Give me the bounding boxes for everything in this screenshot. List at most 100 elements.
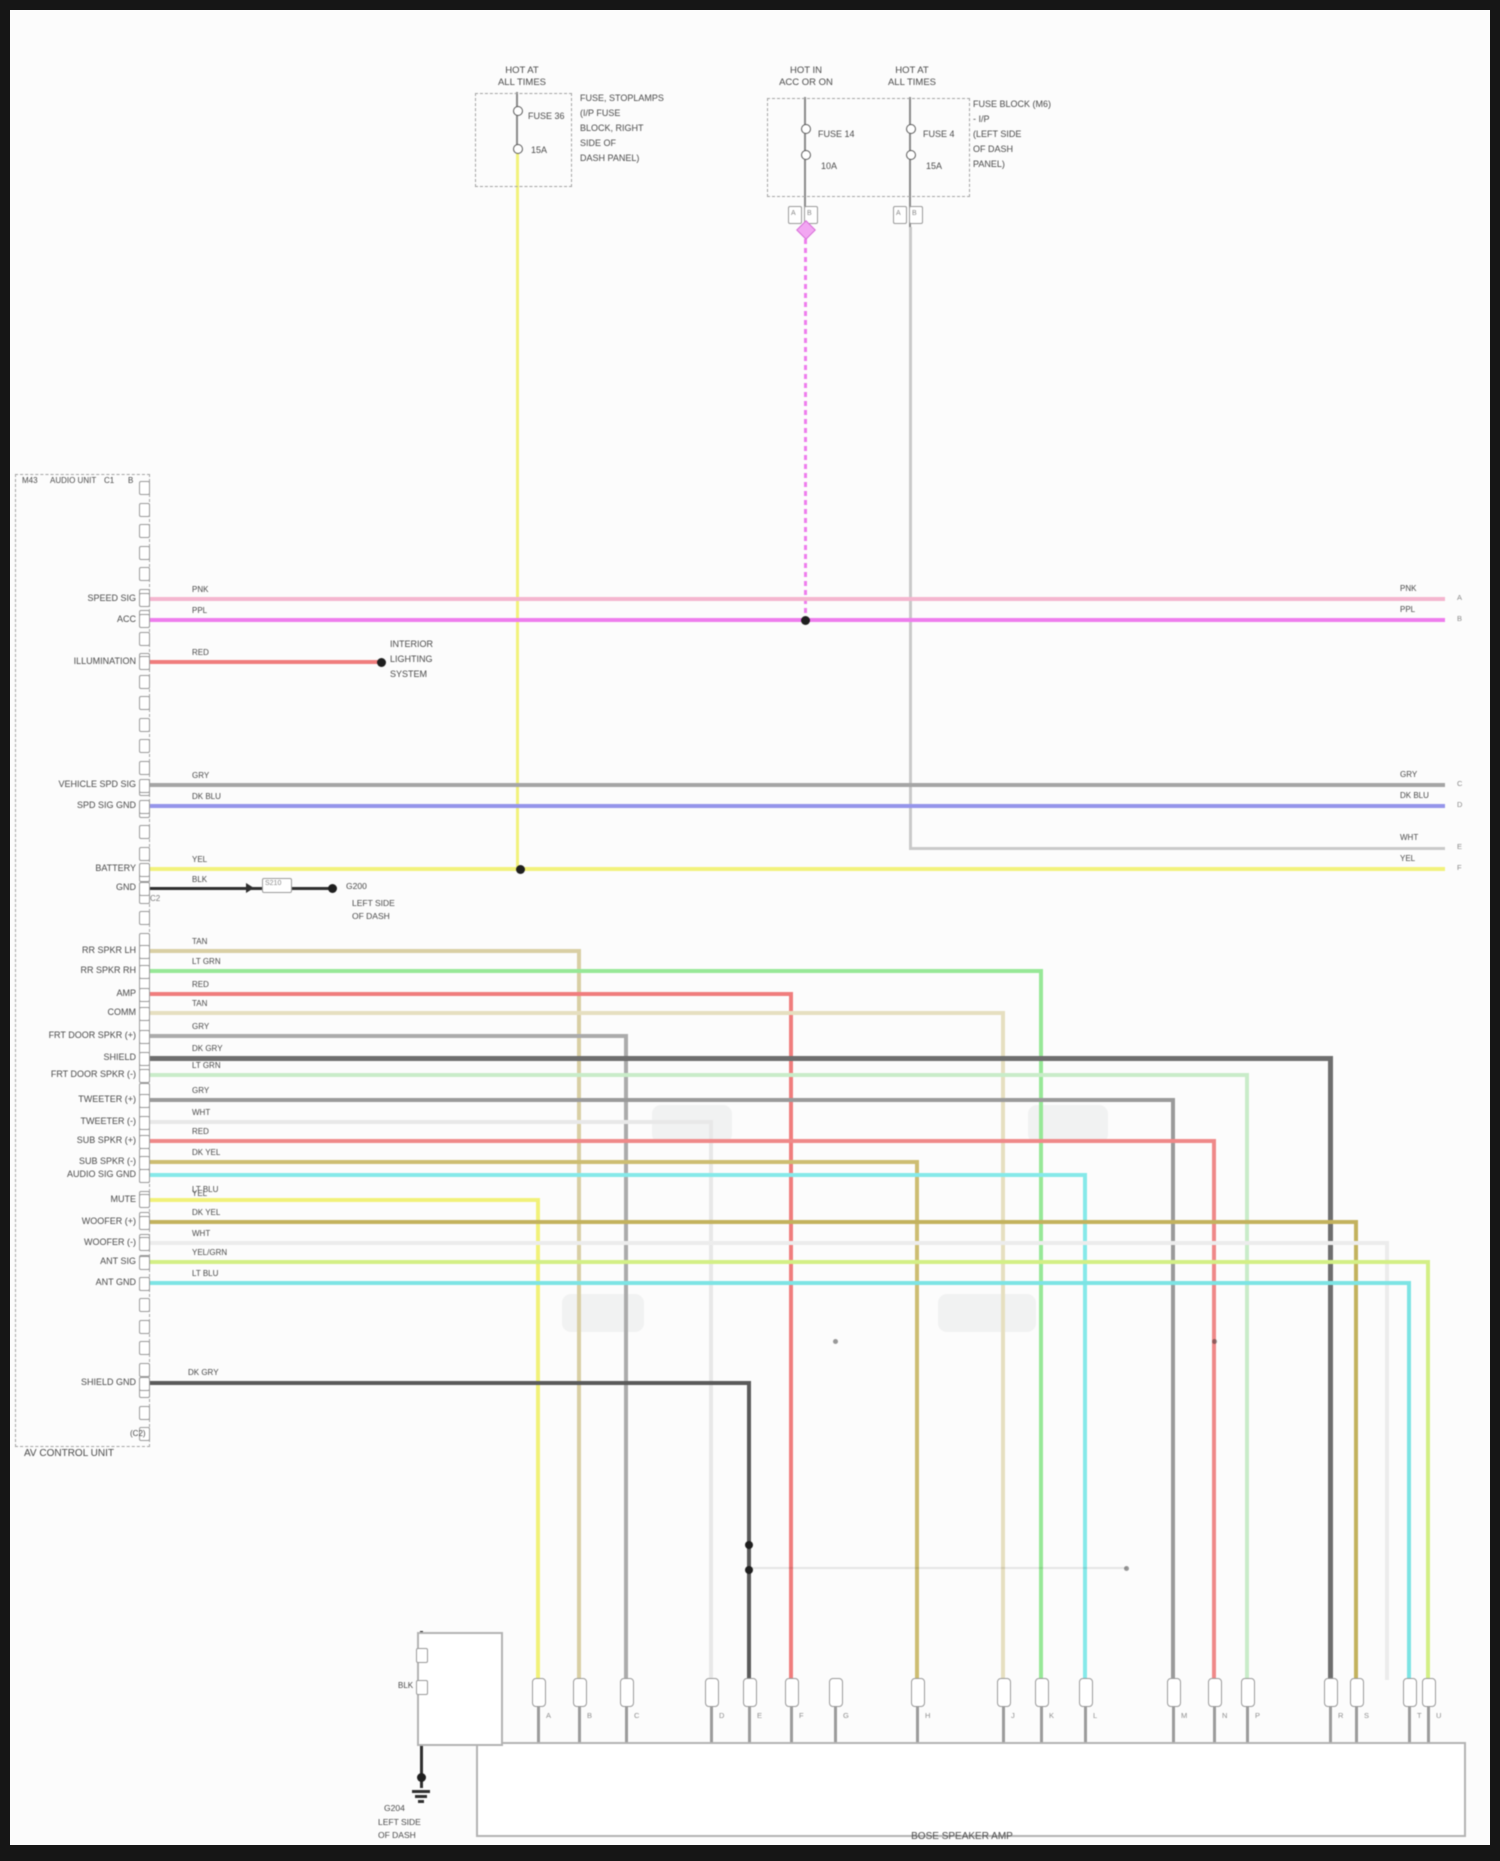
fuse-14 bbox=[804, 127, 806, 155]
head-unit-wire-pin bbox=[139, 1169, 150, 1183]
pin-label: WOOFER (-) bbox=[84, 1237, 136, 1247]
fusebox3-header: HOT AT bbox=[895, 65, 929, 76]
amp-pin-letter: D bbox=[719, 1711, 725, 1720]
wire-code-end: GRY bbox=[1400, 770, 1418, 779]
wire-code: RED bbox=[192, 648, 209, 657]
amp-pin-link bbox=[1083, 1703, 1087, 1744]
head-unit-wire-pin bbox=[139, 1277, 150, 1291]
head-unit-id: B bbox=[128, 476, 134, 485]
pin-label: TWEETER (+) bbox=[78, 1094, 136, 1104]
amp-pin-letter: F bbox=[799, 1711, 804, 1720]
wire-yellow-2 bbox=[146, 1198, 540, 1202]
wire-tan-1 bbox=[577, 949, 581, 1680]
page-ref: F bbox=[1457, 863, 1462, 872]
pin-label: RR SPKR LH bbox=[81, 945, 136, 955]
page-ref: A bbox=[1457, 593, 1463, 602]
ground-symbol-icon bbox=[415, 1795, 427, 1798]
amp-pin-letter: N bbox=[1222, 1711, 1228, 1720]
wire-tan-1 bbox=[146, 949, 581, 953]
bleed-through-ghost bbox=[562, 1294, 644, 1332]
pin-label: AMP bbox=[116, 988, 136, 998]
amp-pin-link bbox=[833, 1703, 837, 1744]
fusebox2-note: PANEL) bbox=[973, 159, 1005, 169]
wire-olive-1 bbox=[915, 1160, 919, 1680]
fusebox1-header: ALL TIMES bbox=[497, 77, 547, 88]
amp-pin bbox=[785, 1678, 799, 1707]
connector-letter: A bbox=[896, 210, 901, 217]
wire-code: PNK bbox=[192, 585, 209, 594]
amp-pin-link bbox=[709, 1703, 713, 1744]
wire-code: LT GRN bbox=[192, 1061, 221, 1070]
junction-dot bbox=[376, 657, 386, 667]
pin-label: ANT GND bbox=[95, 1277, 136, 1287]
wire-white-2 bbox=[146, 1241, 1389, 1245]
wire-code: GRY bbox=[192, 1022, 210, 1031]
wire-code-end: DK BLU bbox=[1400, 791, 1429, 800]
amp-pin bbox=[743, 1678, 757, 1707]
amp-pin-link bbox=[789, 1703, 793, 1744]
wire-yellow-feed bbox=[515, 150, 519, 871]
wire-white-1 bbox=[709, 1120, 713, 1680]
amp-pin-letter: H bbox=[925, 1711, 931, 1720]
amp-pin-link bbox=[624, 1703, 628, 1744]
amp-pin-link bbox=[536, 1703, 540, 1744]
head-unit-wire-pin bbox=[139, 1237, 150, 1251]
connector-pin bbox=[416, 1648, 428, 1663]
amp-pin bbox=[1324, 1678, 1338, 1707]
head-unit-pin bbox=[139, 524, 150, 538]
head-unit-wire-pin bbox=[139, 1256, 150, 1270]
pin-label: SUB SPKR (+) bbox=[76, 1135, 136, 1145]
fusebox1-note: BLOCK, RIGHT bbox=[580, 123, 644, 133]
wire-cyan-1 bbox=[146, 1173, 1087, 1177]
head-unit-wire-pin bbox=[139, 988, 150, 1002]
wire-code: LT BLU bbox=[192, 1185, 219, 1194]
wire-dkgray-1 bbox=[1327, 1055, 1333, 1681]
wire-code: DK GRY bbox=[192, 1044, 223, 1053]
pin-label: ANT SIG bbox=[100, 1256, 136, 1266]
head-unit-pin bbox=[139, 739, 150, 753]
wire-code-end: WHT bbox=[1400, 833, 1419, 842]
head-unit-wire-pin bbox=[139, 945, 150, 959]
scanned-paper: A B C D E F G H J K L M N P R S T U HOT AT ALL TIMES HOT IN A… bbox=[10, 10, 1490, 1845]
head-unit-id: AUDIO UNIT bbox=[50, 476, 97, 485]
wire-gray bbox=[146, 783, 1445, 787]
fuse-4 bbox=[909, 127, 911, 155]
pin-label: RR SPKR RH bbox=[80, 965, 136, 975]
head-unit-id: M43 bbox=[22, 476, 38, 485]
head-unit-pin bbox=[139, 1319, 150, 1334]
head-unit-wire-pin bbox=[139, 1156, 150, 1170]
wire-red-amp bbox=[146, 992, 793, 996]
amp-pin-link bbox=[577, 1703, 581, 1744]
head-unit-id: C1 bbox=[104, 476, 115, 485]
amp-pin bbox=[573, 1678, 587, 1707]
head-unit-wire-pin bbox=[139, 614, 150, 628]
wire-code: WHT bbox=[192, 1229, 211, 1238]
fuse-14-terminal-icon bbox=[801, 150, 811, 160]
connector-pin bbox=[788, 206, 802, 224]
amp-pin-letter: C bbox=[634, 1711, 640, 1720]
wire-ltgrn-2 bbox=[146, 1073, 1249, 1077]
amp-pin-link bbox=[1245, 1703, 1249, 1744]
fuse-4-terminal-icon bbox=[906, 150, 916, 160]
pin-label: ACC bbox=[116, 614, 136, 624]
pin-label: VEHICLE SPD SIG bbox=[58, 779, 136, 789]
wire-fuse-c-top bbox=[909, 97, 911, 125]
pin-id: C2 bbox=[150, 894, 161, 903]
ground-symbol-icon bbox=[412, 1790, 430, 1793]
wire-fuse-a-top bbox=[516, 92, 518, 107]
wire-cyan-2 bbox=[146, 1281, 1411, 1285]
wire-red-illum bbox=[146, 660, 383, 664]
wire-gray-3 bbox=[146, 1098, 1175, 1102]
wire-olive-2 bbox=[1354, 1220, 1358, 1680]
wiring-diagram: A B C D E F G H J K L M N P R S T U HOT AT ALL TIMES HOT IN A… bbox=[10, 10, 1490, 1845]
head-unit-wire-pin bbox=[139, 1007, 150, 1021]
fuse-36-terminal-icon bbox=[513, 144, 523, 154]
connector-letter: B bbox=[807, 210, 812, 217]
pin-label: ILLUMINATION bbox=[73, 656, 136, 666]
wire-code-end: YEL bbox=[1400, 854, 1416, 863]
junction-dot bbox=[800, 615, 810, 625]
wire-code: RED bbox=[192, 1127, 209, 1136]
ground-label: LEFT SIDE bbox=[352, 898, 395, 908]
head-unit-wire-pin bbox=[139, 1030, 150, 1044]
fuse-amps: 15A bbox=[531, 145, 548, 155]
